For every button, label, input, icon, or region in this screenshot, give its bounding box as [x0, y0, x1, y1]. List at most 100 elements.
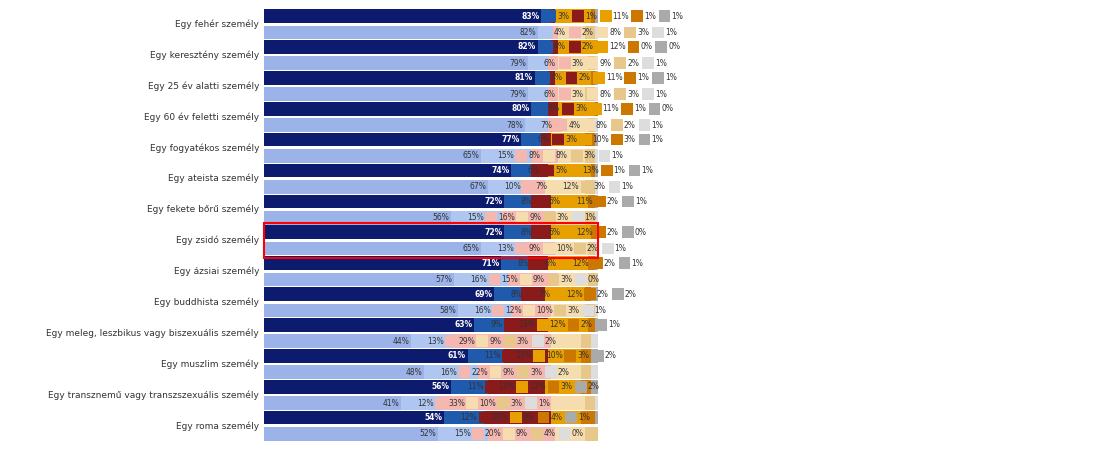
Text: 10%: 10% [535, 306, 553, 315]
Text: 3%: 3% [627, 90, 639, 99]
Text: 1%: 1% [655, 90, 667, 99]
Bar [264, 211, 451, 225]
Text: 2%: 2% [627, 59, 638, 68]
Text: 1%: 1% [621, 182, 633, 191]
Bar [436, 397, 447, 409]
Bar [502, 211, 554, 225]
Bar [548, 274, 560, 285]
Bar [516, 243, 527, 254]
Bar [548, 381, 560, 392]
Text: 6%: 6% [544, 59, 556, 68]
Bar [516, 150, 527, 162]
Text: 6%: 6% [527, 166, 539, 175]
Bar [551, 365, 581, 379]
Text: 12%: 12% [576, 228, 592, 237]
Text: 3%: 3% [637, 28, 649, 37]
Text: 3%: 3% [624, 135, 636, 144]
Bar [541, 27, 553, 38]
Text: 67%: 67% [470, 182, 486, 191]
Bar [528, 87, 548, 101]
Bar [550, 181, 562, 193]
Text: 13%: 13% [497, 244, 514, 253]
Bar [543, 243, 555, 254]
Bar [602, 243, 613, 254]
Bar [544, 212, 556, 224]
Bar [585, 87, 595, 101]
Bar [587, 88, 598, 100]
Bar [585, 26, 595, 39]
Bar [591, 334, 598, 348]
Bar [264, 71, 534, 85]
Text: 1%: 1% [655, 59, 667, 68]
Text: 72%: 72% [485, 228, 503, 237]
Bar [581, 411, 595, 424]
Bar [595, 133, 598, 147]
Text: 13%: 13% [518, 320, 535, 329]
Bar [532, 257, 544, 269]
Text: 2%: 2% [624, 289, 636, 298]
Bar [595, 194, 598, 208]
Bar [614, 58, 626, 69]
Text: 65%: 65% [462, 152, 480, 161]
Bar [264, 365, 425, 379]
Bar [595, 226, 606, 238]
Bar [659, 10, 670, 22]
Text: 2%: 2% [603, 259, 615, 268]
Bar [477, 319, 489, 331]
Bar [495, 287, 521, 301]
Text: 71%: 71% [481, 259, 499, 268]
Bar [477, 365, 551, 379]
Text: 82%: 82% [518, 42, 537, 51]
Bar [588, 118, 595, 132]
Bar [511, 303, 551, 317]
Bar [595, 56, 598, 70]
Bar [560, 257, 572, 269]
Text: 11%: 11% [468, 382, 484, 391]
Bar [591, 257, 602, 269]
Bar [570, 150, 583, 162]
Bar [551, 194, 588, 208]
Bar [562, 103, 574, 115]
Text: 13%: 13% [583, 166, 599, 175]
Bar [548, 102, 557, 116]
Bar [580, 134, 591, 145]
Text: 3%: 3% [572, 90, 584, 99]
Bar [451, 380, 487, 394]
Text: 83%: 83% [521, 12, 540, 21]
Bar [581, 305, 593, 316]
Bar [264, 318, 474, 332]
Bar [563, 196, 575, 207]
Bar [497, 397, 509, 409]
Bar [574, 243, 586, 254]
Text: 10%: 10% [546, 351, 563, 360]
Text: 4%: 4% [543, 429, 555, 438]
Text: 3%: 3% [575, 104, 587, 113]
Bar [566, 72, 577, 84]
Text: 2%: 2% [597, 289, 609, 298]
Bar [508, 196, 519, 207]
Text: Egy roma személy: Egy roma személy [176, 421, 260, 431]
Bar [531, 102, 548, 116]
Text: 1%: 1% [578, 413, 590, 422]
Bar [548, 256, 588, 270]
Bar [451, 211, 502, 225]
Bar [264, 303, 458, 317]
Text: 41%: 41% [382, 399, 400, 408]
Bar [554, 242, 588, 256]
Text: 16%: 16% [471, 275, 487, 284]
Bar [531, 88, 543, 100]
Bar [533, 350, 545, 362]
Text: 3%: 3% [572, 59, 584, 68]
Bar [653, 72, 664, 84]
Bar [593, 72, 606, 84]
Text: 74%: 74% [492, 166, 509, 175]
Text: 0%: 0% [588, 275, 600, 284]
Bar [448, 412, 460, 423]
Text: 3%: 3% [557, 213, 569, 222]
Text: 15%: 15% [497, 152, 514, 161]
Bar [264, 164, 511, 177]
Bar [517, 212, 528, 224]
Bar [585, 180, 595, 194]
Bar [264, 411, 445, 424]
Bar [472, 428, 484, 440]
